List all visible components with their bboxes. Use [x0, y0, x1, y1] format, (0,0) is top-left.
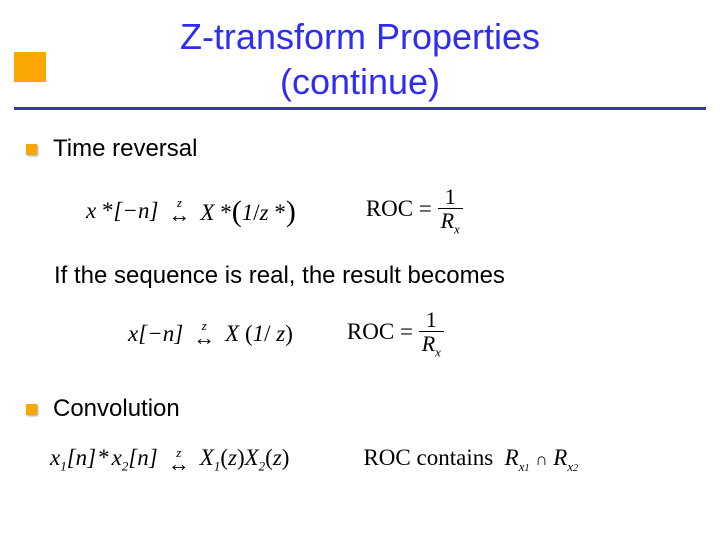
fraction: 1 Rx	[438, 185, 463, 236]
bullet-time-reversal: Time reversal	[26, 135, 694, 163]
fraction: 1 Rx	[419, 308, 444, 359]
title-line-1: Z-transform Properties	[0, 14, 720, 59]
bullet-label: Convolution	[53, 395, 180, 423]
rhs: X1(z)X2(z)	[200, 445, 290, 475]
roc-eq-1: ROC = 1 Rx	[366, 185, 463, 236]
z-arrow-icon: z ↔	[168, 449, 190, 472]
transform-pair-2: x[−n] z ↔ X (1/ z)	[128, 321, 293, 347]
slide-title: Z-transform Properties (continue)	[0, 14, 720, 104]
body-text-real-sequence: If the sequence is real, the result beco…	[54, 262, 694, 290]
content-area: Time reversal x *[−n] z ↔ X *(1/z *) ROC…	[26, 135, 694, 501]
roc-contains: ROC contains Rx1 ∩ Rx2	[363, 445, 578, 475]
formula-convolution: x1[n]*x2[n] z ↔ X1(z)X2(z) ROC contains …	[50, 445, 694, 475]
formula-time-reversal-complex: x *[−n] z ↔ X *(1/z *) ROC = 1 Rx	[86, 185, 694, 236]
rhs: X *(1/z *)	[200, 194, 295, 228]
lhs: x[−n]	[128, 321, 183, 347]
transform-pair-1: x *[−n] z ↔ X *(1/z *)	[86, 194, 296, 228]
z-arrow-icon: z ↔	[168, 199, 190, 222]
title-line-2: (continue)	[0, 59, 720, 104]
formula-time-reversal-real: x[−n] z ↔ X (1/ z) ROC = 1 Rx	[128, 308, 694, 359]
roc-eq-2: ROC = 1 Rx	[347, 308, 444, 359]
title-underline	[14, 107, 706, 110]
lhs: x *[−n]	[86, 198, 158, 224]
bullet-label: Time reversal	[53, 135, 197, 163]
bullet-icon	[26, 144, 37, 155]
z-arrow-icon: z ↔	[193, 322, 215, 345]
bullet-convolution: Convolution	[26, 395, 694, 423]
transform-pair-3: x1[n]*x2[n] z ↔ X1(z)X2(z)	[50, 445, 289, 475]
bullet-icon	[26, 404, 37, 415]
rhs: X (1/ z)	[225, 321, 293, 347]
lhs: x1[n]*x2[n]	[50, 445, 158, 475]
